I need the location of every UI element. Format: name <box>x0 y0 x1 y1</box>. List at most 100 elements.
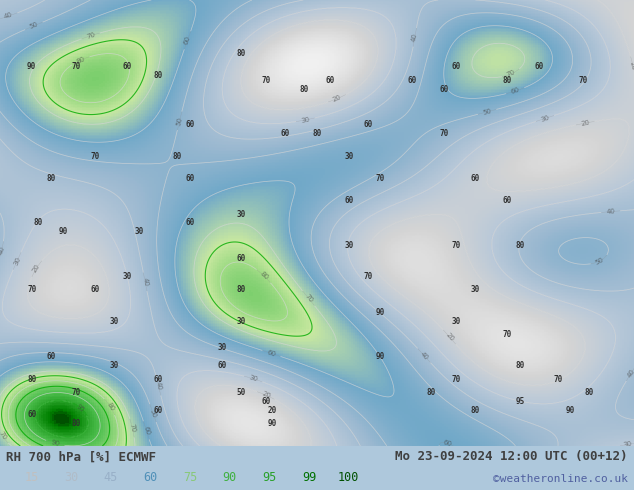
Text: 95: 95 <box>515 397 524 406</box>
Text: 70: 70 <box>303 293 314 304</box>
Text: 60: 60 <box>143 471 158 484</box>
Text: 60: 60 <box>142 425 150 436</box>
Text: 50: 50 <box>482 108 492 116</box>
Text: 90: 90 <box>59 227 68 236</box>
Text: 20: 20 <box>444 332 455 343</box>
Text: 30: 30 <box>248 374 259 383</box>
Text: 40: 40 <box>155 381 162 392</box>
Text: 60: 60 <box>510 87 521 95</box>
Text: 90: 90 <box>223 471 237 484</box>
Text: 100: 100 <box>338 471 359 484</box>
Text: 60: 60 <box>281 129 290 138</box>
Text: 70: 70 <box>503 330 512 339</box>
Text: 70: 70 <box>363 272 372 281</box>
Text: 30: 30 <box>344 151 353 161</box>
Text: 30: 30 <box>135 227 144 236</box>
Text: 20: 20 <box>268 406 277 415</box>
Text: 30: 30 <box>122 272 131 281</box>
Text: Mo 23-09-2024 12:00 UTC (00+12): Mo 23-09-2024 12:00 UTC (00+12) <box>395 450 628 464</box>
Text: 20: 20 <box>629 61 634 71</box>
Text: 70: 70 <box>86 31 96 40</box>
Text: 60: 60 <box>46 352 55 361</box>
Text: 40: 40 <box>0 245 6 256</box>
Text: 80: 80 <box>471 406 480 415</box>
Text: 30: 30 <box>110 361 119 370</box>
Text: 40: 40 <box>141 277 149 287</box>
Text: 70: 70 <box>27 285 36 294</box>
Text: 60: 60 <box>27 410 36 419</box>
Text: 60: 60 <box>363 121 372 129</box>
Text: 60: 60 <box>186 219 195 227</box>
Text: 80: 80 <box>34 219 42 227</box>
Text: 40: 40 <box>3 12 14 21</box>
Text: 90: 90 <box>566 406 575 415</box>
Text: 60: 60 <box>452 62 461 72</box>
Text: 95: 95 <box>75 403 86 413</box>
Text: 45: 45 <box>104 471 118 484</box>
Text: 30: 30 <box>540 114 550 122</box>
Text: 90: 90 <box>50 440 60 447</box>
Text: 30: 30 <box>452 317 461 325</box>
Text: 60: 60 <box>122 62 131 72</box>
Text: 90: 90 <box>376 308 385 317</box>
Text: 70: 70 <box>439 129 448 138</box>
Text: 70: 70 <box>579 76 588 85</box>
Text: 50: 50 <box>236 388 245 397</box>
Text: 30: 30 <box>344 241 353 250</box>
Text: 70: 70 <box>553 374 562 384</box>
Text: 80: 80 <box>515 361 524 370</box>
Text: 60: 60 <box>91 285 100 294</box>
Text: 40: 40 <box>626 368 634 378</box>
Text: 60: 60 <box>154 374 163 384</box>
Text: 60: 60 <box>217 361 226 370</box>
Text: RH 700 hPa [%] ECMWF: RH 700 hPa [%] ECMWF <box>6 450 157 464</box>
Text: 60: 60 <box>262 397 271 406</box>
Text: 20: 20 <box>261 391 271 400</box>
Text: 60: 60 <box>186 174 195 183</box>
Text: 70: 70 <box>506 69 516 78</box>
Text: 15: 15 <box>25 471 39 484</box>
Text: 80: 80 <box>427 388 436 397</box>
Text: 80: 80 <box>27 374 36 384</box>
Text: 60: 60 <box>408 76 417 85</box>
Text: 30: 30 <box>236 210 245 219</box>
Text: 60: 60 <box>439 85 448 94</box>
Text: ©weatheronline.co.uk: ©weatheronline.co.uk <box>493 474 628 484</box>
Text: 80: 80 <box>259 270 269 281</box>
Text: 80: 80 <box>154 72 163 80</box>
Text: 30: 30 <box>623 441 633 448</box>
Text: 70: 70 <box>72 62 81 72</box>
Text: 20: 20 <box>332 94 342 103</box>
Text: 90: 90 <box>268 419 277 428</box>
Text: 75: 75 <box>183 471 197 484</box>
Text: 30: 30 <box>301 116 310 124</box>
Text: 90: 90 <box>376 352 385 361</box>
Text: 30: 30 <box>236 317 245 325</box>
Text: 60: 60 <box>186 121 195 129</box>
Text: 80: 80 <box>236 49 245 58</box>
Text: 80: 80 <box>46 174 55 183</box>
Text: 40: 40 <box>419 350 429 361</box>
Text: 40: 40 <box>606 208 616 215</box>
Text: 80: 80 <box>503 76 512 85</box>
Text: 80: 80 <box>173 151 182 161</box>
Text: 30: 30 <box>13 256 22 266</box>
Text: 80: 80 <box>72 419 81 428</box>
Text: 80: 80 <box>313 129 321 138</box>
Text: 30: 30 <box>64 471 79 484</box>
Text: 80: 80 <box>585 388 594 397</box>
Text: 50: 50 <box>29 22 39 30</box>
Text: 50: 50 <box>595 256 605 266</box>
Text: 40: 40 <box>411 32 418 42</box>
Text: 20: 20 <box>32 263 41 274</box>
Text: 70: 70 <box>72 388 81 397</box>
Text: 90: 90 <box>27 62 36 72</box>
Text: 60: 60 <box>325 76 334 85</box>
Text: 60: 60 <box>154 406 163 415</box>
Text: 20: 20 <box>580 120 590 127</box>
Text: 70: 70 <box>262 76 271 85</box>
Text: 60: 60 <box>236 254 245 263</box>
Text: 30: 30 <box>471 285 480 294</box>
Text: 70: 70 <box>452 241 461 250</box>
Text: 60: 60 <box>266 349 276 358</box>
